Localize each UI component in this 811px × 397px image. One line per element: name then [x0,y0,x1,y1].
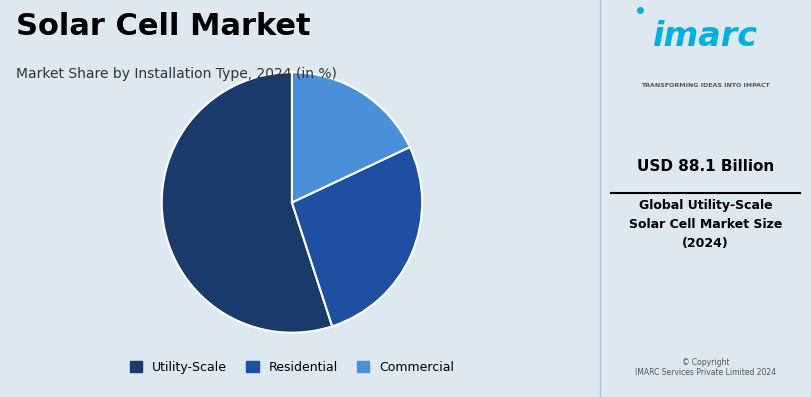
Text: Global Utility-Scale
Solar Cell Market Size
(2024): Global Utility-Scale Solar Cell Market S… [629,198,783,249]
Text: TRANSFORMING IDEAS INTO IMPACT: TRANSFORMING IDEAS INTO IMPACT [642,83,770,89]
Legend: Utility-Scale, Residential, Commercial: Utility-Scale, Residential, Commercial [125,356,459,378]
Wedge shape [161,72,333,333]
Text: Market Share by Installation Type, 2024 (in %): Market Share by Installation Type, 2024 … [16,67,337,81]
Wedge shape [292,72,410,202]
Text: USD 88.1 Billion: USD 88.1 Billion [637,159,775,174]
Text: © Copyright
IMARC Services Private Limited 2024: © Copyright IMARC Services Private Limit… [635,358,776,377]
Text: Solar Cell Market: Solar Cell Market [16,12,311,41]
Wedge shape [292,147,423,326]
Text: imarc: imarc [653,20,758,53]
